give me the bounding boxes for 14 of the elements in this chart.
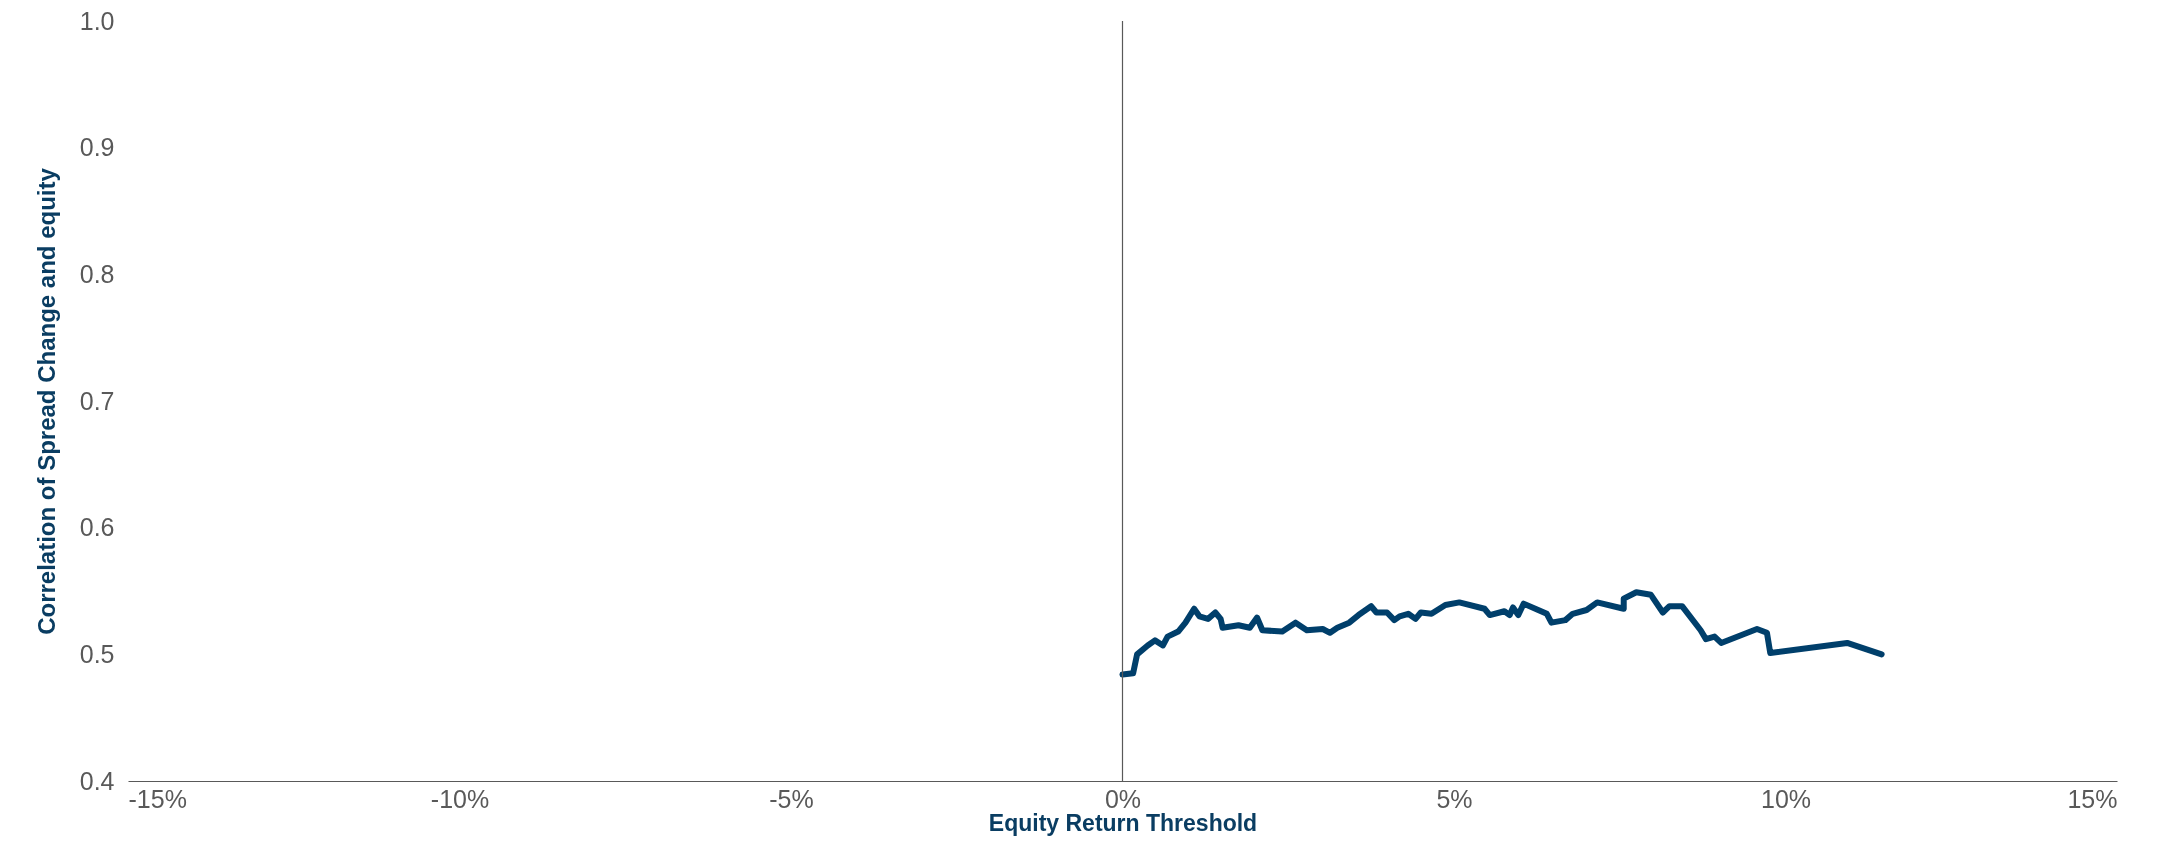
y-tick-label: 0.7 [79,386,115,415]
x-tick-label: 10% [1760,784,1812,813]
x-tick-label: 15% [2067,784,2118,813]
y-tick-label: 0.5 [79,639,115,668]
y-tick-label: 0.9 [79,133,115,162]
y-tick-label: 0.8 [79,259,115,288]
x-tick-label: -5% [769,784,814,813]
x-tick-label: -15% [128,784,187,813]
y-axis-title: Correlation of Spread Change and equity [32,167,60,635]
y-tick-label: 1.0 [79,6,115,35]
y-tick-label: 0.6 [79,513,115,542]
y-tick-label: 0.4 [79,766,115,795]
x-tick-label: -10% [430,784,490,813]
x-tick-label: 5% [1436,784,1473,813]
